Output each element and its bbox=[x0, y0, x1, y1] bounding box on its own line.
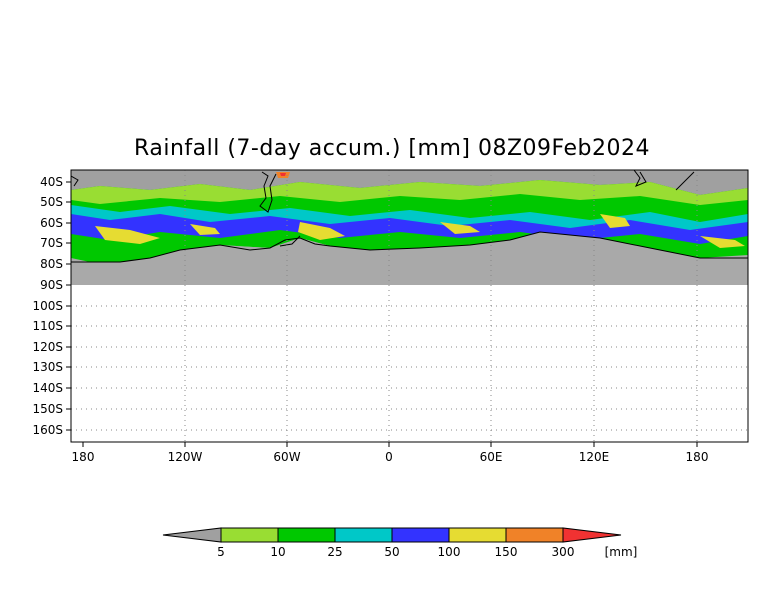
lon-label: 180 bbox=[686, 450, 709, 464]
colorbar-label: 50 bbox=[384, 545, 399, 559]
map-title: Rainfall (7-day accum.) [mm] 08Z09Feb202… bbox=[134, 136, 650, 161]
colorbar-label: 150 bbox=[495, 545, 518, 559]
coastlines bbox=[71, 170, 748, 263]
colorbar bbox=[162, 527, 622, 543]
colorbar-label: 100 bbox=[438, 545, 461, 559]
colorbar-bin bbox=[220, 527, 279, 543]
colorbar-above-triangle bbox=[562, 527, 622, 543]
lon-label: 0 bbox=[385, 450, 393, 464]
lat-label: 110S bbox=[32, 319, 63, 333]
colorbar-labels: 5 10 25 50 100 150 300 [mm] bbox=[217, 545, 637, 559]
lat-label: 130S bbox=[32, 360, 63, 374]
lat-label: 160S bbox=[32, 423, 63, 437]
lat-label: 120S bbox=[32, 340, 63, 354]
colorbar-bin bbox=[277, 527, 336, 543]
lat-label: 50S bbox=[40, 195, 63, 209]
lat-label: 40S bbox=[40, 175, 63, 189]
colorbar-unit: [mm] bbox=[605, 545, 638, 559]
lon-axis bbox=[82, 442, 698, 447]
lat-label: 90S bbox=[40, 278, 63, 292]
colorbar-label: 10 bbox=[270, 545, 285, 559]
lat-label: 80S bbox=[40, 257, 63, 271]
lat-label: 140S bbox=[32, 381, 63, 395]
colorbar-bin bbox=[448, 527, 507, 543]
lon-label: 60E bbox=[480, 450, 503, 464]
lat-label: 150S bbox=[32, 402, 63, 416]
lon-label: 60W bbox=[273, 450, 300, 464]
lon-label: 120W bbox=[168, 450, 203, 464]
rainfall-field bbox=[71, 170, 748, 285]
lat-label: 60S bbox=[40, 216, 63, 230]
colorbar-label: 5 bbox=[217, 545, 225, 559]
lon-label: 180 bbox=[72, 450, 95, 464]
lat-axis bbox=[66, 181, 71, 431]
colorbar-bin bbox=[505, 527, 564, 543]
lon-label: 120E bbox=[579, 450, 610, 464]
grid-lines bbox=[71, 170, 748, 442]
colorbar-below-triangle bbox=[162, 527, 222, 543]
lat-label: 70S bbox=[40, 236, 63, 250]
lat-labels: 40S 50S 60S 70S 80S 90S 100S 110S 120S 1… bbox=[32, 175, 63, 437]
colorbar-bin bbox=[391, 527, 450, 543]
lon-labels: 180 120W 60W 0 60E 120E 180 bbox=[72, 450, 709, 464]
colorbar-label: 25 bbox=[327, 545, 342, 559]
lat-label: 100S bbox=[32, 299, 63, 313]
colorbar-label: 300 bbox=[552, 545, 575, 559]
colorbar-bin bbox=[334, 527, 393, 543]
